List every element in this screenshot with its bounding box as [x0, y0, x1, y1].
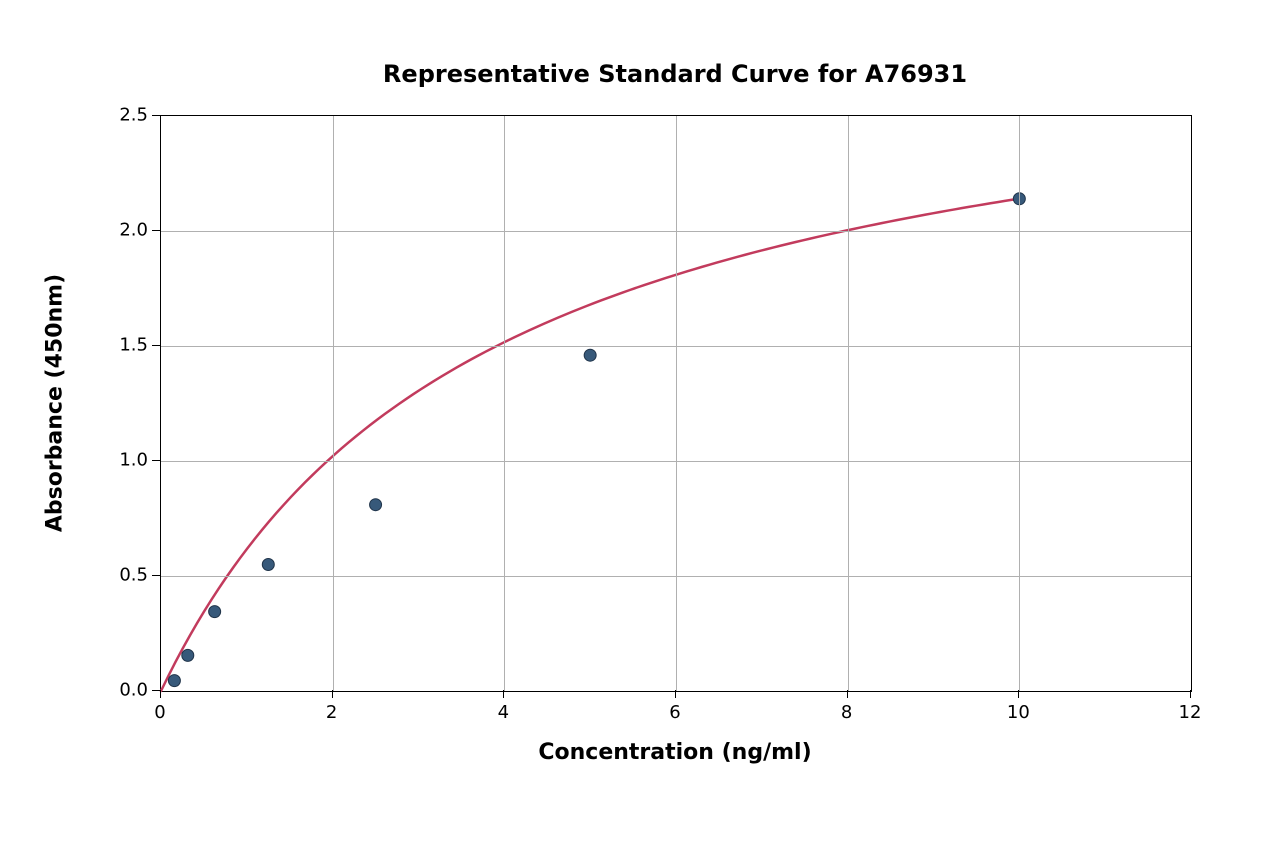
- plot-area: [160, 115, 1192, 692]
- y-tick: [152, 115, 160, 116]
- grid-line-v: [848, 116, 849, 691]
- y-tick: [152, 345, 160, 346]
- y-tick-label: 0.5: [112, 565, 148, 586]
- grid-line-h: [161, 461, 1191, 462]
- x-tick-label: 6: [669, 702, 680, 723]
- figure: Representative Standard Curve for A76931…: [0, 0, 1280, 845]
- x-tick: [847, 690, 848, 698]
- grid-line-h: [161, 346, 1191, 347]
- x-tick: [160, 690, 161, 698]
- y-tick-label: 2.5: [112, 105, 148, 126]
- y-tick: [152, 690, 160, 691]
- x-tick-label: 2: [326, 702, 337, 723]
- grid-line-h: [161, 576, 1191, 577]
- y-axis-label: Absorbance (450nm): [43, 273, 68, 531]
- y-tick-label: 1.5: [112, 335, 148, 356]
- x-tick-label: 4: [498, 702, 509, 723]
- x-tick-label: 12: [1179, 702, 1202, 723]
- x-tick-label: 8: [841, 702, 852, 723]
- x-tick: [503, 690, 504, 698]
- chart-title: Representative Standard Curve for A76931: [383, 60, 967, 88]
- y-tick: [152, 460, 160, 461]
- grid-line-h: [161, 231, 1191, 232]
- grid-line-v: [504, 116, 505, 691]
- data-point: [182, 649, 194, 661]
- grid-line-v: [333, 116, 334, 691]
- y-tick-label: 2.0: [112, 220, 148, 241]
- x-tick: [1018, 690, 1019, 698]
- data-point: [370, 499, 382, 511]
- data-point: [584, 349, 596, 361]
- x-axis-label: Concentration (ng/ml): [538, 740, 811, 765]
- data-point: [168, 675, 180, 687]
- x-tick-label: 0: [154, 702, 165, 723]
- x-tick: [1190, 690, 1191, 698]
- x-tick: [332, 690, 333, 698]
- y-tick: [152, 230, 160, 231]
- data-point: [209, 606, 221, 618]
- fitted-curve: [161, 199, 1019, 691]
- grid-line-v: [676, 116, 677, 691]
- y-tick-label: 0.0: [112, 680, 148, 701]
- x-tick: [675, 690, 676, 698]
- y-tick: [152, 575, 160, 576]
- y-tick-label: 1.0: [112, 450, 148, 471]
- grid-line-v: [1019, 116, 1020, 691]
- x-tick-label: 10: [1007, 702, 1030, 723]
- data-point: [262, 559, 274, 571]
